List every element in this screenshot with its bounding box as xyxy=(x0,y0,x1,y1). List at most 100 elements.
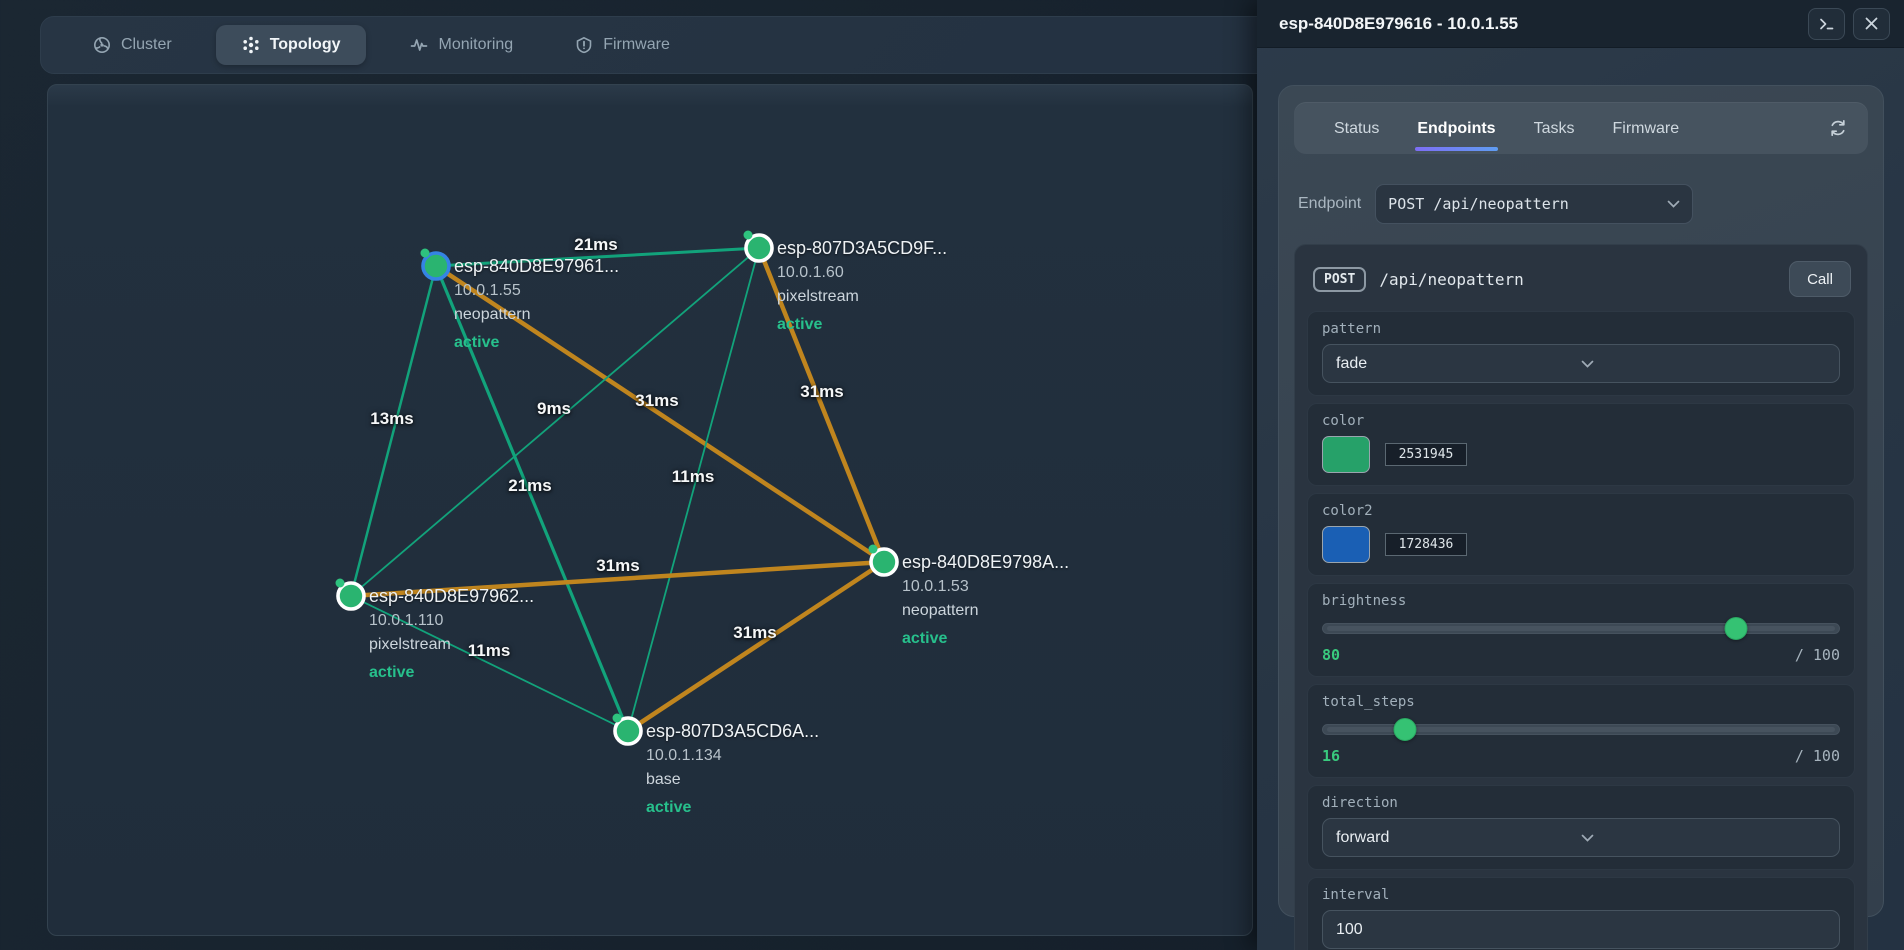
topology-node[interactable] xyxy=(336,581,366,611)
nav-item-cluster[interactable]: Cluster xyxy=(75,26,190,64)
terminal-button[interactable] xyxy=(1808,7,1845,40)
nav-item-firmware[interactable]: Firmware xyxy=(557,26,688,64)
drawer-tab-strip: Status Endpoints Tasks Firmware xyxy=(1294,102,1868,154)
color2-value-input[interactable] xyxy=(1385,533,1467,556)
endpoint-label: Endpoint xyxy=(1298,195,1362,212)
field-direction: direction forward xyxy=(1307,785,1855,870)
topology-edge[interactable] xyxy=(434,264,886,564)
nav-item-monitoring[interactable]: Monitoring xyxy=(392,26,531,64)
total-steps-slider[interactable] xyxy=(1322,717,1840,741)
slider-thumb[interactable] xyxy=(1724,617,1748,640)
topology-edge[interactable] xyxy=(350,595,629,732)
node-type: neopattern xyxy=(902,602,979,619)
cluster-icon xyxy=(93,36,111,54)
field-interval: interval xyxy=(1307,877,1855,950)
nav-item-topology[interactable]: Topology xyxy=(215,25,367,65)
total-steps-value: 16 xyxy=(1322,747,1341,765)
node-name: esp-840D8E97961... xyxy=(454,256,620,276)
topology-edge[interactable] xyxy=(349,265,438,597)
interval-input[interactable] xyxy=(1322,910,1840,949)
field-label: color xyxy=(1322,413,1365,429)
topology-node[interactable] xyxy=(421,251,451,281)
close-button[interactable] xyxy=(1853,7,1890,40)
slider-track[interactable] xyxy=(1322,724,1840,735)
node-status-dot xyxy=(868,544,878,554)
node-type: pixelstream xyxy=(777,288,859,305)
topology-canvas[interactable]: 21ms 13ms 21ms 31ms 9ms 11ms 31ms 31ms 11ms 31ms e… xyxy=(47,84,1253,936)
node-ip: 10.0.1.60 xyxy=(777,264,844,281)
node-status-dot xyxy=(612,713,622,723)
topology-edge[interactable] xyxy=(756,247,887,563)
chevron-down-icon xyxy=(1667,200,1680,208)
tab-endpoints[interactable]: Endpoints xyxy=(1405,105,1507,151)
endpoint-select[interactable]: POST /api/neopattern xyxy=(1375,184,1694,224)
node-status: active xyxy=(902,630,948,647)
drawer-title: esp-840D8E979616 - 10.0.1.55 xyxy=(1279,13,1519,33)
tab-tasks[interactable]: Tasks xyxy=(1533,120,1575,137)
direction-select-value: forward xyxy=(1336,828,1390,846)
node-label: esp-840D8E97961... 10.0.1.55 neopattern act… xyxy=(454,254,619,356)
field-color: color xyxy=(1307,403,1855,486)
node-status-dot xyxy=(420,248,430,258)
direction-select[interactable]: forward xyxy=(1322,818,1840,857)
field-label: pattern xyxy=(1322,321,1382,337)
node-type: neopattern xyxy=(454,306,531,323)
call-button[interactable]: Call xyxy=(1789,261,1851,297)
drawer-header: esp-840D8E979616 - 10.0.1.55 xyxy=(1257,0,1904,48)
color-swatch[interactable] xyxy=(1322,436,1370,473)
topology-edge[interactable] xyxy=(435,246,760,268)
pattern-select[interactable]: fade xyxy=(1322,344,1840,383)
field-label: brightness xyxy=(1322,593,1407,609)
node-status: active xyxy=(454,334,500,351)
slider-track[interactable] xyxy=(1322,623,1840,634)
chevron-down-icon xyxy=(1581,834,1826,842)
tab-status[interactable]: Status xyxy=(1334,120,1380,137)
node-ip: 10.0.1.134 xyxy=(646,747,722,764)
topology-node[interactable] xyxy=(869,547,899,577)
slider-thumb[interactable] xyxy=(1393,718,1417,741)
field-label: interval xyxy=(1322,887,1390,903)
field-color2: color2 xyxy=(1307,493,1855,576)
brightness-max: / 100 xyxy=(1794,646,1840,664)
nav-item-label: Topology xyxy=(269,36,341,53)
topology-edge[interactable] xyxy=(350,559,885,599)
topology-edge[interactable] xyxy=(627,247,760,732)
refresh-icon[interactable] xyxy=(1824,114,1852,142)
node-label: esp-840D8E97962... 10.0.1.110 pixelstream a… xyxy=(369,584,534,686)
tab-firmware[interactable]: Firmware xyxy=(1612,120,1680,137)
node-ip: 10.0.1.55 xyxy=(454,282,521,299)
node-name: esp-840D8E9798A... xyxy=(902,552,1070,572)
chevron-down-icon xyxy=(1581,360,1826,368)
topology-edge[interactable] xyxy=(434,265,630,732)
brightness-value: 80 xyxy=(1322,646,1341,664)
color-value-input[interactable] xyxy=(1385,443,1467,466)
endpoint-row: Endpoint POST /api/neopattern xyxy=(1298,184,1868,224)
brightness-slider[interactable] xyxy=(1322,616,1840,640)
node-label: esp-807D3A5CD6A... 10.0.1.134 base active xyxy=(646,719,819,821)
method-badge: POST xyxy=(1313,266,1367,292)
node-ip: 10.0.1.110 xyxy=(369,612,444,629)
node-type: base xyxy=(646,771,681,788)
pattern-select-value: fade xyxy=(1336,354,1368,372)
field-brightness: brightness 80 / 100 xyxy=(1307,583,1855,677)
node-status: active xyxy=(777,316,823,333)
topology-node[interactable] xyxy=(744,233,774,263)
topology-edge[interactable] xyxy=(626,560,886,733)
device-drawer: esp-840D8E979616 - 10.0.1.55 Status Endp… xyxy=(1257,0,1904,950)
topology-graph: 21ms 13ms 21ms 31ms 9ms 11ms 31ms 31ms 11ms 31ms e… xyxy=(48,85,1252,935)
request-path: /api/neopattern xyxy=(1379,269,1524,289)
endpoint-form: POST /api/neopattern Call pattern fade c… xyxy=(1294,244,1868,950)
topology-node[interactable] xyxy=(613,716,643,746)
nav-item-label: Monitoring xyxy=(438,36,514,53)
node-name: esp-807D3A5CD6A... xyxy=(646,721,820,741)
field-label: direction xyxy=(1322,795,1398,811)
total-steps-max: / 100 xyxy=(1794,747,1840,765)
node-status: active xyxy=(369,664,415,681)
topology-edge[interactable] xyxy=(350,247,760,597)
color2-swatch[interactable] xyxy=(1322,526,1370,563)
node-name: esp-840D8E97962... xyxy=(369,586,535,606)
field-label: total_steps xyxy=(1322,694,1415,710)
node-type: pixelstream xyxy=(369,636,451,653)
nav-item-label: Cluster xyxy=(121,36,172,53)
drawer-card: Status Endpoints Tasks Firmware Endpoint… xyxy=(1278,85,1884,950)
